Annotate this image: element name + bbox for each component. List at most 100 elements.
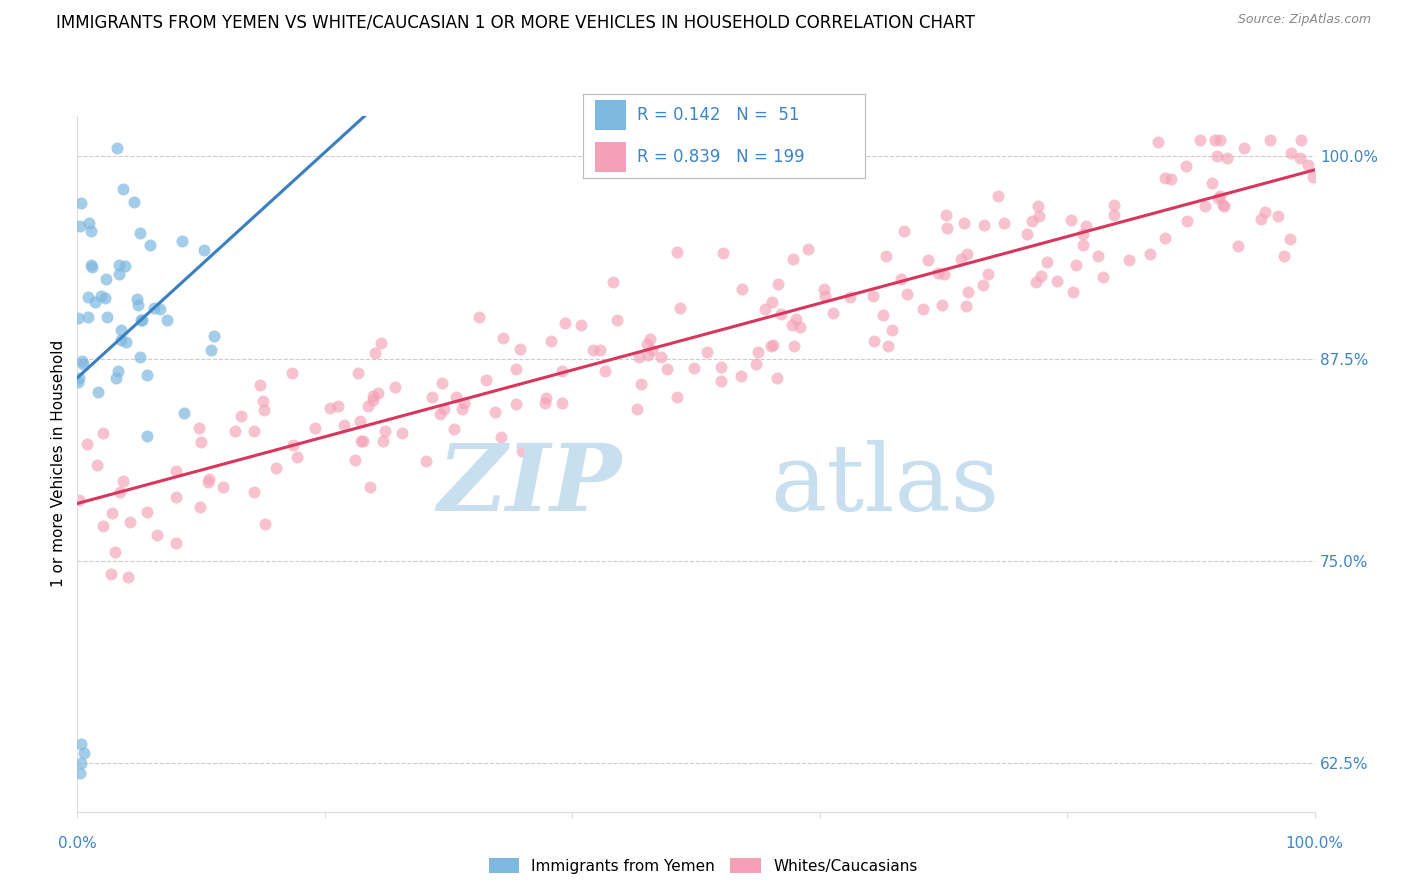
Point	[94, 291, 117, 305]
Point	[683, 360, 706, 375]
Point	[80, 258, 103, 272]
Point	[1194, 198, 1216, 212]
Point	[100, 506, 122, 520]
Point	[540, 334, 562, 348]
Point	[935, 221, 957, 235]
Point	[433, 401, 456, 416]
Point	[90, 289, 112, 303]
Point	[148, 301, 170, 316]
Point	[917, 253, 939, 268]
Point	[129, 350, 152, 364]
Point	[551, 396, 574, 410]
Point	[606, 313, 628, 327]
Point	[118, 515, 141, 529]
Point	[1160, 171, 1182, 186]
Point	[745, 357, 768, 371]
Point	[780, 318, 803, 332]
Point	[554, 316, 576, 330]
Point	[135, 368, 157, 383]
Point	[1254, 205, 1277, 219]
Point	[876, 339, 898, 353]
Point	[1021, 213, 1043, 227]
Point	[190, 434, 212, 449]
Point	[1102, 208, 1125, 222]
Text: IMMIGRANTS FROM YEMEN VS WHITE/CAUCASIAN 1 OR MORE VEHICLES IN HOUSEHOLD CORRELA: IMMIGRANTS FROM YEMEN VS WHITE/CAUCASIAN…	[56, 13, 976, 31]
Point	[364, 346, 387, 360]
Point	[352, 434, 374, 448]
Point	[72, 747, 94, 761]
Point	[927, 266, 949, 280]
Point	[444, 391, 467, 405]
Point	[1274, 250, 1296, 264]
Point	[122, 194, 145, 209]
Point	[165, 490, 187, 504]
Point	[1118, 253, 1140, 268]
Point	[957, 285, 980, 300]
Point	[956, 247, 979, 261]
Text: R = 0.142   N =  51: R = 0.142 N = 51	[637, 106, 800, 124]
Point	[1025, 275, 1047, 289]
Point	[343, 453, 366, 467]
Point	[1091, 270, 1114, 285]
Point	[108, 258, 131, 272]
Point	[1302, 169, 1324, 184]
Point	[94, 272, 117, 286]
Point	[172, 234, 194, 248]
Point	[893, 224, 915, 238]
Point	[569, 318, 592, 332]
Point	[1209, 133, 1232, 147]
Point	[107, 141, 129, 155]
Point	[789, 319, 811, 334]
Point	[710, 375, 733, 389]
Point	[890, 272, 912, 286]
Point	[1289, 151, 1312, 165]
Point	[82, 260, 104, 274]
Point	[211, 480, 233, 494]
Point	[1029, 269, 1052, 284]
Point	[785, 311, 807, 326]
Point	[731, 282, 754, 296]
Point	[451, 402, 474, 417]
Point	[111, 475, 134, 489]
Point	[1139, 247, 1161, 261]
Point	[69, 765, 91, 780]
Point	[254, 516, 277, 531]
Point	[1174, 159, 1197, 173]
Point	[114, 259, 136, 273]
Point	[67, 493, 90, 508]
Point	[77, 216, 100, 230]
Point	[880, 323, 903, 337]
Point	[346, 366, 368, 380]
Point	[1204, 133, 1226, 147]
Point	[1206, 191, 1229, 205]
Point	[1296, 158, 1319, 172]
Point	[420, 391, 443, 405]
Point	[1062, 285, 1084, 299]
Point	[665, 245, 688, 260]
Point	[326, 399, 349, 413]
Point	[283, 438, 305, 452]
Point	[67, 376, 90, 390]
Point	[202, 328, 225, 343]
Point	[70, 353, 93, 368]
Point	[125, 292, 148, 306]
Y-axis label: 1 or more Vehicles in Household: 1 or more Vehicles in Household	[51, 340, 66, 588]
Point	[200, 343, 222, 357]
Point	[589, 343, 612, 357]
Point	[242, 484, 264, 499]
Point	[86, 458, 108, 472]
Point	[754, 302, 776, 317]
Point	[229, 409, 252, 424]
Point	[72, 357, 94, 371]
Point	[91, 518, 114, 533]
Point	[1188, 133, 1211, 147]
Point	[136, 505, 159, 519]
Point	[367, 385, 389, 400]
Point	[80, 224, 103, 238]
Point	[193, 243, 215, 257]
Point	[333, 417, 356, 432]
Point	[468, 310, 491, 325]
Point	[1175, 213, 1198, 227]
Point	[534, 391, 557, 405]
Point	[484, 405, 506, 419]
